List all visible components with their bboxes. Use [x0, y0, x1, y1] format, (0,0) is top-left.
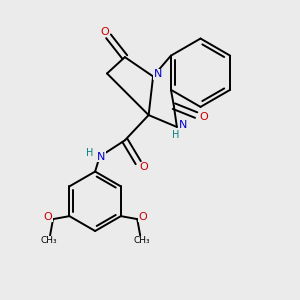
Text: O: O	[43, 212, 52, 222]
Text: CH₃: CH₃	[40, 236, 57, 245]
Text: H: H	[86, 148, 94, 158]
Text: N: N	[154, 69, 162, 79]
Text: O: O	[199, 112, 208, 122]
Text: N: N	[97, 152, 105, 162]
Text: N: N	[179, 121, 188, 130]
Text: O: O	[100, 27, 109, 37]
Text: H: H	[172, 130, 179, 140]
Text: O: O	[138, 212, 147, 222]
Text: CH₃: CH₃	[134, 236, 150, 245]
Text: O: O	[140, 162, 148, 172]
